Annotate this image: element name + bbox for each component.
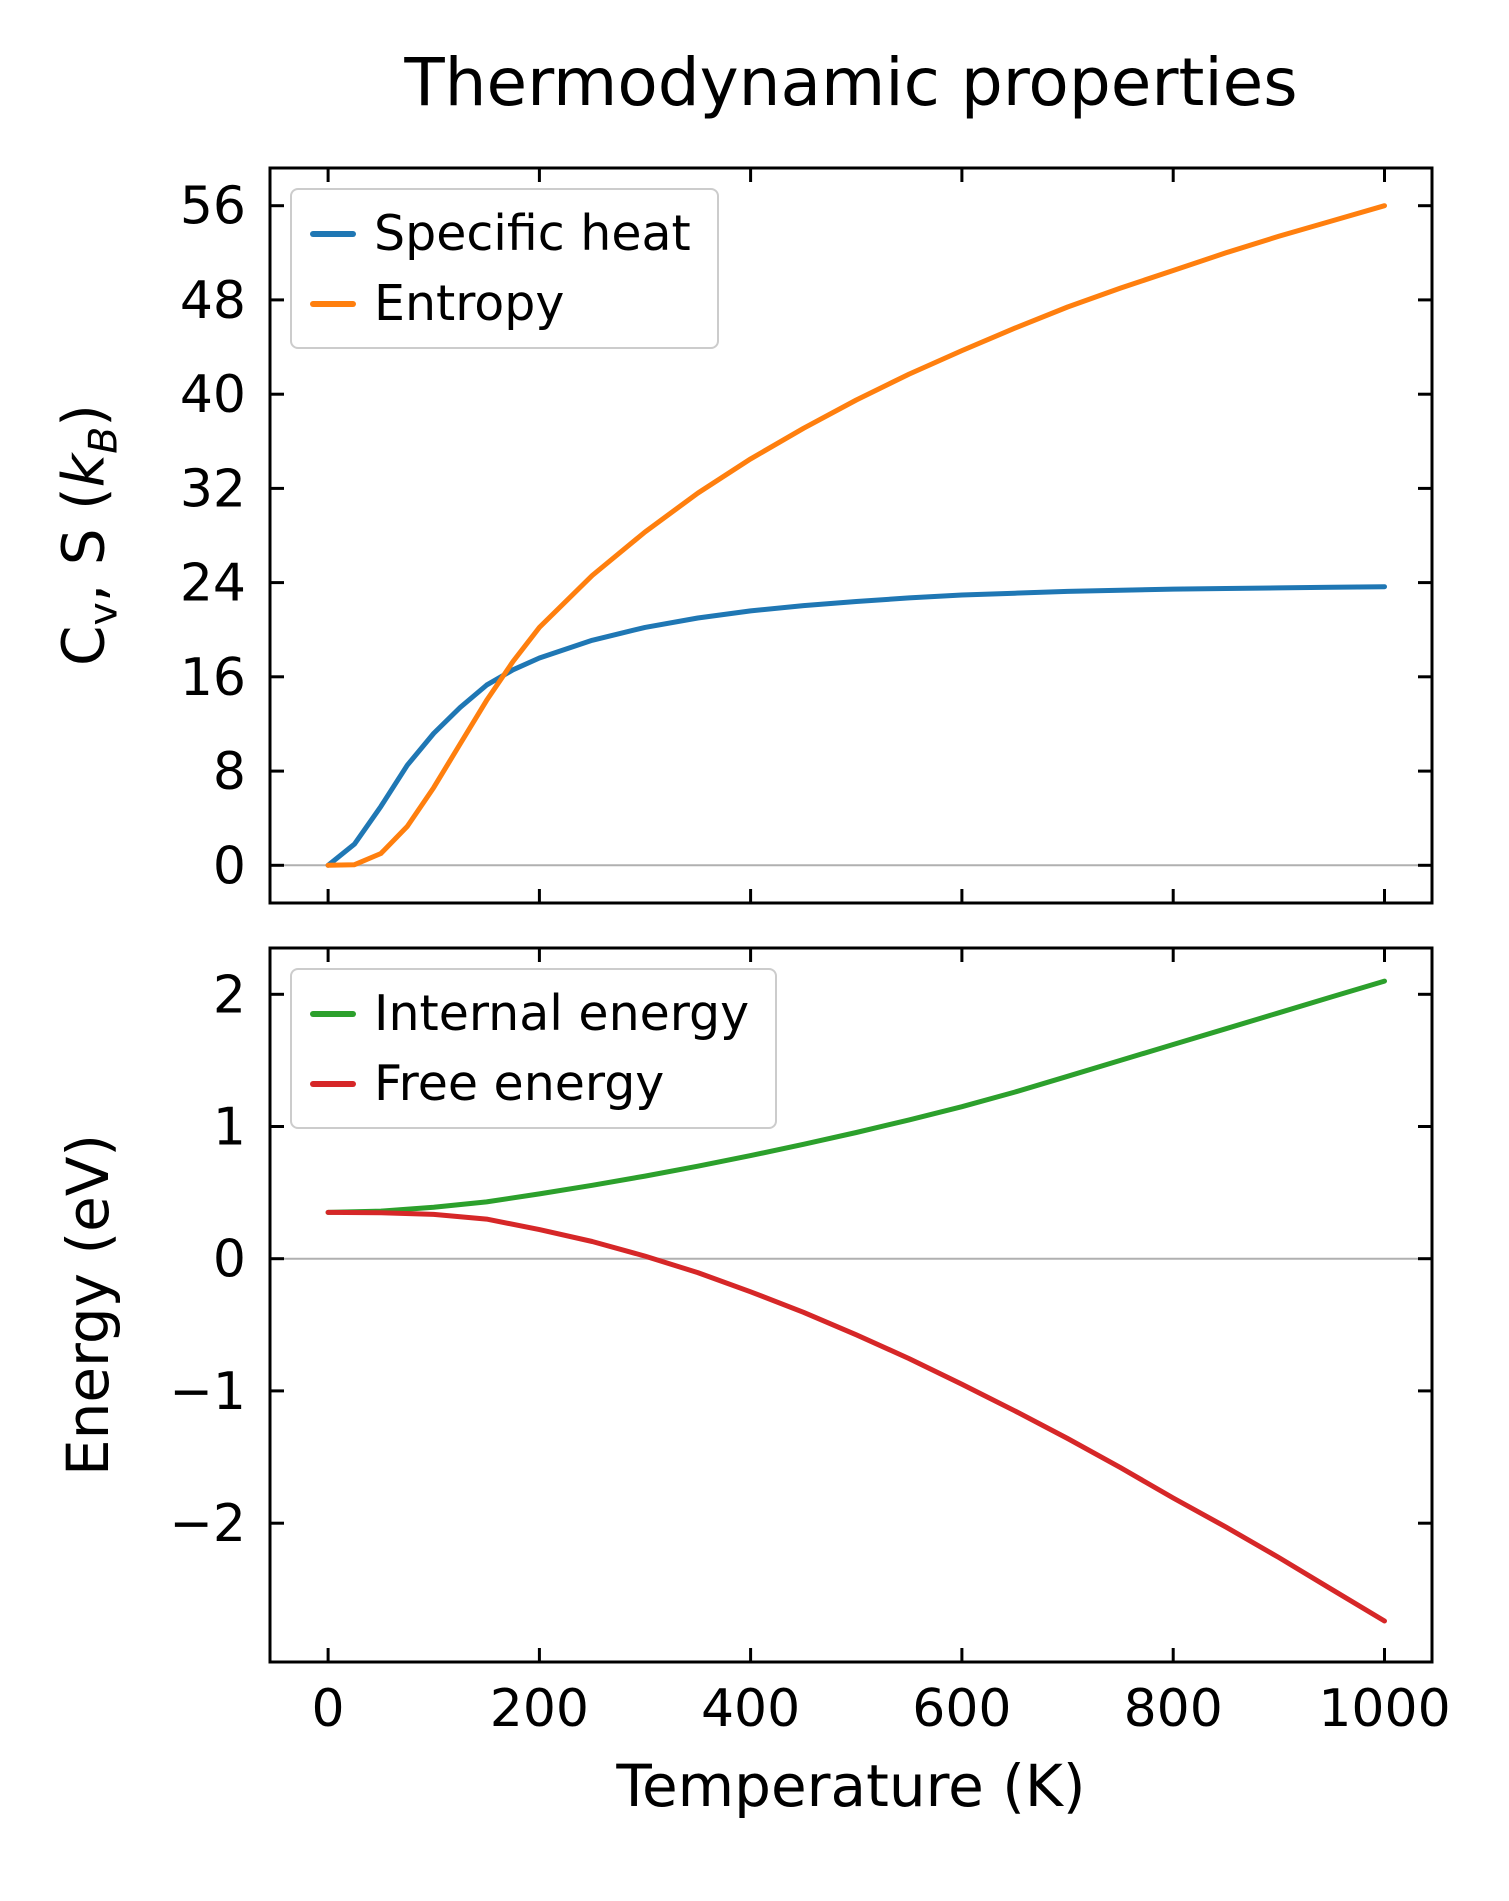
legend-item: Entropy [310,272,691,336]
legend-line-swatch [310,1080,356,1087]
x-ticks [326,168,1386,903]
y-tick-label: 0 [213,836,246,896]
series-line-free-energy [325,1209,1387,1624]
x-tick-label: 600 [912,1679,1011,1739]
legend-item: Free energy [310,1052,749,1116]
top-y-axis-label: Cv, S (kB) [49,404,127,666]
x-tick-label: 800 [1124,1679,1223,1739]
figure-title: Thermodynamic properties [404,44,1298,121]
x-ticks: 0 200 400 600 800 1000 [312,948,1451,1739]
legend-line-swatch [310,1010,356,1017]
x-tick-label: 200 [490,1679,589,1739]
series-line-internal-energy [325,978,1387,1215]
series-line-entropy [325,203,1387,868]
y-tick-label: 24 [180,554,246,614]
bottom-plot-legend: Internal energy Free energy [290,968,778,1130]
bottom-y-axis-label: Energy (eV) [54,1133,122,1477]
x-tick-label: 400 [701,1679,800,1739]
y-tick-label: 0 [213,1230,246,1290]
bottom-plot: 0 200 400 600 800 1000 −2 −1 0 1 2 [169,946,1451,1739]
y-tick-label: 48 [180,271,246,331]
legend-label: Entropy [374,274,565,332]
top-plot-legend: Specific heat Entropy [290,188,719,350]
y-ticks: −2 −1 0 1 2 [169,965,1432,1554]
axes-frame [268,946,1434,1664]
y-tick-label: 16 [180,648,246,708]
x-axis-label: Temperature (K) [616,1752,1086,1820]
y-tick-label: −1 [169,1362,246,1422]
x-tick-label: 0 [312,1679,345,1739]
series-line-specific-heat [325,584,1387,868]
y-tick-label: 40 [180,365,246,425]
axes-frame [268,166,1434,905]
legend-label: Internal energy [374,985,750,1042]
legend-item: Specific heat [310,202,691,266]
legend-label: Free energy [374,1054,665,1112]
y-ticks: 0 8 16 24 32 40 48 56 [180,177,1432,896]
y-tick-label: −2 [169,1494,246,1554]
y-tick-label: 56 [180,177,246,237]
legend-line-swatch [310,300,356,307]
y-tick-label: 32 [180,459,246,519]
legend-line-swatch [310,230,356,237]
legend-label: Specific heat [374,205,691,262]
legend-item: Internal energy [310,982,749,1046]
x-tick-label: 1000 [1318,1679,1450,1739]
y-tick-label: 1 [213,1098,246,1158]
y-tick-label: 8 [213,742,246,802]
y-tick-label: 2 [213,965,246,1025]
top-plot: 0 8 16 24 32 40 48 56 [180,166,1434,905]
